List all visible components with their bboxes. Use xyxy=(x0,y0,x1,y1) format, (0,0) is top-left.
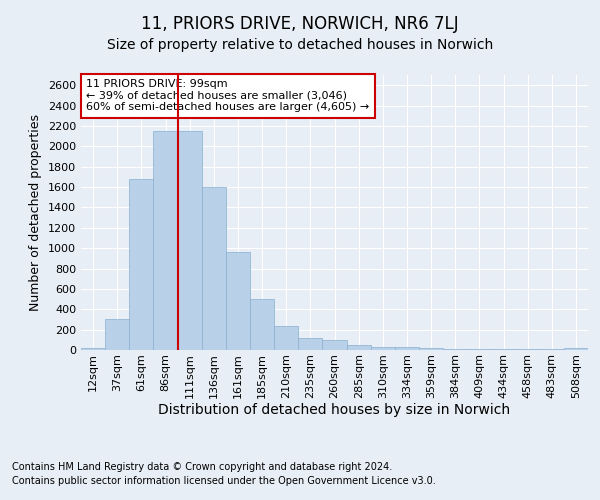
Bar xyxy=(274,326,298,350)
Text: Size of property relative to detached houses in Norwich: Size of property relative to detached ho… xyxy=(107,38,493,52)
Text: Contains HM Land Registry data © Crown copyright and database right 2024.: Contains HM Land Registry data © Crown c… xyxy=(12,462,392,472)
Bar xyxy=(298,338,322,350)
Bar xyxy=(178,131,202,350)
Bar xyxy=(371,347,395,350)
Bar xyxy=(250,299,274,350)
Bar xyxy=(395,348,419,350)
Bar xyxy=(105,320,129,350)
Bar xyxy=(443,349,467,350)
Bar xyxy=(81,348,105,350)
Text: 11 PRIORS DRIVE: 99sqm
← 39% of detached houses are smaller (3,046)
60% of semi-: 11 PRIORS DRIVE: 99sqm ← 39% of detached… xyxy=(86,79,370,112)
Bar xyxy=(322,340,347,350)
Text: Contains public sector information licensed under the Open Government Licence v3: Contains public sector information licen… xyxy=(12,476,436,486)
Bar xyxy=(491,349,515,350)
Bar xyxy=(347,345,371,350)
Bar xyxy=(564,348,588,350)
Bar xyxy=(202,187,226,350)
Text: 11, PRIORS DRIVE, NORWICH, NR6 7LJ: 11, PRIORS DRIVE, NORWICH, NR6 7LJ xyxy=(141,15,459,33)
Bar xyxy=(154,131,178,350)
Y-axis label: Number of detached properties: Number of detached properties xyxy=(29,114,43,311)
Bar xyxy=(226,252,250,350)
Bar xyxy=(129,179,154,350)
X-axis label: Distribution of detached houses by size in Norwich: Distribution of detached houses by size … xyxy=(158,404,511,417)
Bar xyxy=(419,348,443,350)
